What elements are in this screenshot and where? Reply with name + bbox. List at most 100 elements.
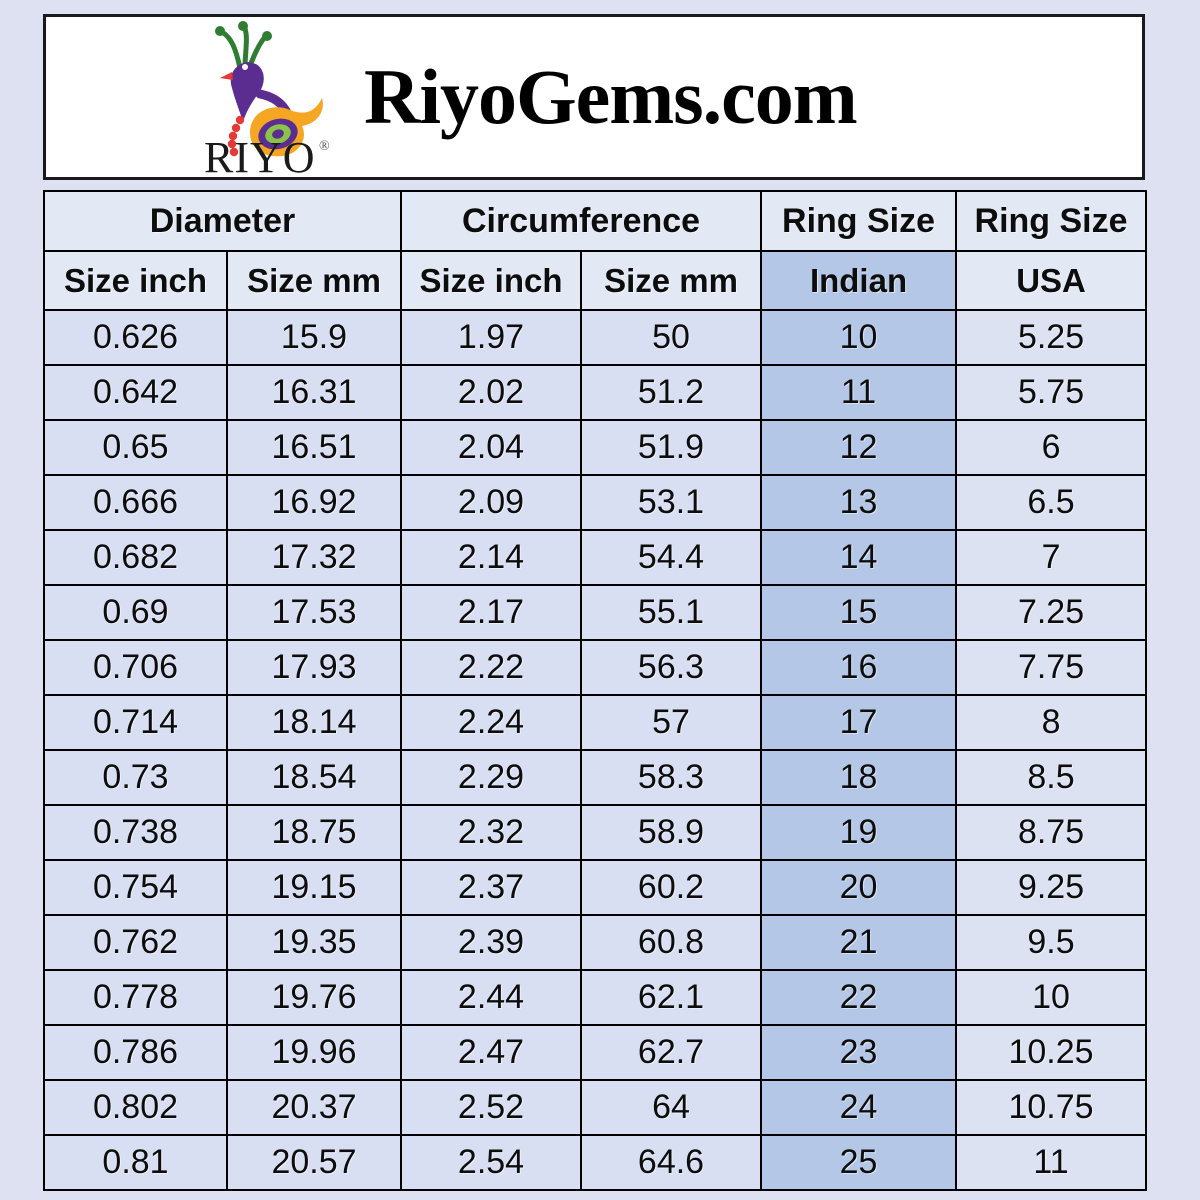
- cell-circumference-mm: 50: [580, 309, 763, 366]
- cell-circumference-inch: 2.29: [400, 749, 583, 806]
- cell-ring-size-usa: 7.75: [955, 639, 1148, 696]
- table-row: 0.682 17.32 2.14 54.4 14 7: [43, 529, 1148, 586]
- cell-circumference-mm: 53.1: [580, 474, 763, 531]
- table-row: 0.762 19.35 2.39 60.8 21 9.5: [43, 914, 1148, 971]
- column-group-ring-size-usa: Ring Size: [955, 190, 1148, 252]
- table-row: 0.626 15.9 1.97 50 10 5.25: [43, 309, 1148, 366]
- cell-ring-size-indian: 14: [760, 529, 958, 586]
- cell-ring-size-usa: 7: [955, 529, 1148, 586]
- cell-circumference-inch: 1.97: [400, 309, 583, 366]
- cell-circumference-mm: 62.7: [580, 1024, 763, 1081]
- cell-diameter-inch: 0.786: [43, 1024, 228, 1081]
- cell-circumference-inch: 2.22: [400, 639, 583, 696]
- group-header-row: Diameter Circumference Ring Size Ring Si…: [42, 190, 1148, 252]
- plume-tip-mid: [238, 20, 248, 31]
- cell-ring-size-indian: 20: [760, 859, 958, 916]
- cell-circumference-mm: 51.2: [580, 364, 763, 421]
- riyo-peacock-logo: RIYO ®: [196, 20, 346, 175]
- table-row: 0.778 19.76 2.44 62.1 22 10: [43, 969, 1148, 1026]
- cell-circumference-mm: 58.9: [580, 804, 763, 861]
- column-group-ring-size-indian: Ring Size: [760, 190, 958, 252]
- plume-tip-left: [215, 25, 225, 36]
- cell-diameter-inch: 0.754: [43, 859, 228, 916]
- cell-circumference-mm: 64.6: [580, 1134, 763, 1191]
- table-row: 0.706 17.93 2.22 56.3 16 7.75: [43, 639, 1148, 696]
- cell-diameter-inch: 0.682: [43, 529, 228, 586]
- cell-ring-size-usa: 9.25: [955, 859, 1148, 916]
- column-header-indian: Indian: [760, 250, 958, 311]
- cell-ring-size-usa: 10.75: [955, 1079, 1148, 1136]
- cell-ring-size-indian: 21: [760, 914, 958, 971]
- table-body: 0.626 15.9 1.97 50 10 5.25 0.642 16.31 2.02 51.2 1…: [43, 309, 1148, 1191]
- table-row: 0.81 20.57 2.54 64.6 25 11: [43, 1134, 1148, 1191]
- cell-circumference-mm: 57: [580, 694, 763, 751]
- cell-circumference-inch: 2.02: [400, 364, 583, 421]
- cell-ring-size-usa: 10.25: [955, 1024, 1148, 1081]
- cell-ring-size-usa: 10: [955, 969, 1148, 1026]
- cell-ring-size-usa: 5.75: [955, 364, 1148, 421]
- cell-ring-size-usa: 7.25: [955, 584, 1148, 641]
- cell-diameter-inch: 0.65: [43, 419, 228, 476]
- cell-diameter-mm: 15.9: [225, 309, 403, 366]
- cell-circumference-mm: 64: [580, 1079, 763, 1136]
- table-row: 0.642 16.31 2.02 51.2 11 5.75: [43, 364, 1148, 421]
- cell-diameter-mm: 19.96: [225, 1024, 403, 1081]
- column-header-diameter-mm: Size mm: [225, 250, 403, 311]
- cell-ring-size-usa: 8.75: [955, 804, 1148, 861]
- cell-diameter-mm: 16.51: [225, 419, 403, 476]
- cell-ring-size-indian: 25: [760, 1134, 958, 1191]
- cell-circumference-mm: 51.9: [580, 419, 763, 476]
- table-row: 0.666 16.92 2.09 53.1 13 6.5: [43, 474, 1148, 531]
- column-header-circumference-inch: Size inch: [400, 250, 583, 311]
- column-header-circumference-mm: Size mm: [580, 250, 763, 311]
- column-group-circumference: Circumference: [400, 190, 763, 252]
- cell-circumference-inch: 2.32: [400, 804, 583, 861]
- cell-ring-size-usa: 8: [955, 694, 1148, 751]
- cell-circumference-mm: 60.2: [580, 859, 763, 916]
- table-row: 0.786 19.96 2.47 62.7 23 10.25: [43, 1024, 1148, 1081]
- cell-ring-size-indian: 16: [760, 639, 958, 696]
- cell-ring-size-usa: 6: [955, 419, 1148, 476]
- cell-diameter-inch: 0.73: [43, 749, 228, 806]
- column-group-diameter: Diameter: [42, 190, 403, 252]
- cell-circumference-inch: 2.44: [400, 969, 583, 1026]
- plume-group: [219, 23, 269, 70]
- cell-circumference-inch: 2.54: [400, 1134, 583, 1191]
- cell-diameter-inch: 0.738: [43, 804, 228, 861]
- cell-diameter-mm: 18.14: [225, 694, 403, 751]
- cell-ring-size-usa: 9.5: [955, 914, 1148, 971]
- cell-circumference-inch: 2.47: [400, 1024, 583, 1081]
- cell-circumference-mm: 60.8: [580, 914, 763, 971]
- cell-diameter-mm: 17.93: [225, 639, 403, 696]
- cell-circumference-mm: 55.1: [580, 584, 763, 641]
- cell-diameter-inch: 0.802: [43, 1079, 228, 1136]
- brand-title: RiyoGems.com: [364, 53, 858, 140]
- cell-diameter-mm: 17.53: [225, 584, 403, 641]
- cell-circumference-inch: 2.09: [400, 474, 583, 531]
- cell-circumference-inch: 2.39: [400, 914, 583, 971]
- cell-ring-size-indian: 11: [760, 364, 958, 421]
- cell-circumference-inch: 2.37: [400, 859, 583, 916]
- cell-ring-size-indian: 19: [760, 804, 958, 861]
- table-row: 0.69 17.53 2.17 55.1 15 7.25: [43, 584, 1148, 641]
- cell-ring-size-usa: 5.25: [955, 309, 1148, 366]
- cell-circumference-inch: 2.04: [400, 419, 583, 476]
- cell-ring-size-usa: 11: [955, 1134, 1148, 1191]
- cell-ring-size-indian: 22: [760, 969, 958, 1026]
- cell-diameter-inch: 0.714: [43, 694, 228, 751]
- cell-diameter-mm: 17.32: [225, 529, 403, 586]
- cell-circumference-inch: 2.17: [400, 584, 583, 641]
- column-header-usa: USA: [955, 250, 1148, 311]
- cell-diameter-mm: 20.57: [225, 1134, 403, 1191]
- cell-diameter-mm: 16.31: [225, 364, 403, 421]
- cell-circumference-mm: 58.3: [580, 749, 763, 806]
- cell-diameter-mm: 18.75: [225, 804, 403, 861]
- cell-diameter-mm: 18.54: [225, 749, 403, 806]
- peacock-body: [230, 61, 264, 122]
- cell-ring-size-usa: 8.5: [955, 749, 1148, 806]
- cell-diameter-inch: 0.762: [43, 914, 228, 971]
- column-header-diameter-inch: Size inch: [43, 250, 228, 311]
- cell-diameter-mm: 20.37: [225, 1079, 403, 1136]
- table-row: 0.754 19.15 2.37 60.2 20 9.25: [43, 859, 1148, 916]
